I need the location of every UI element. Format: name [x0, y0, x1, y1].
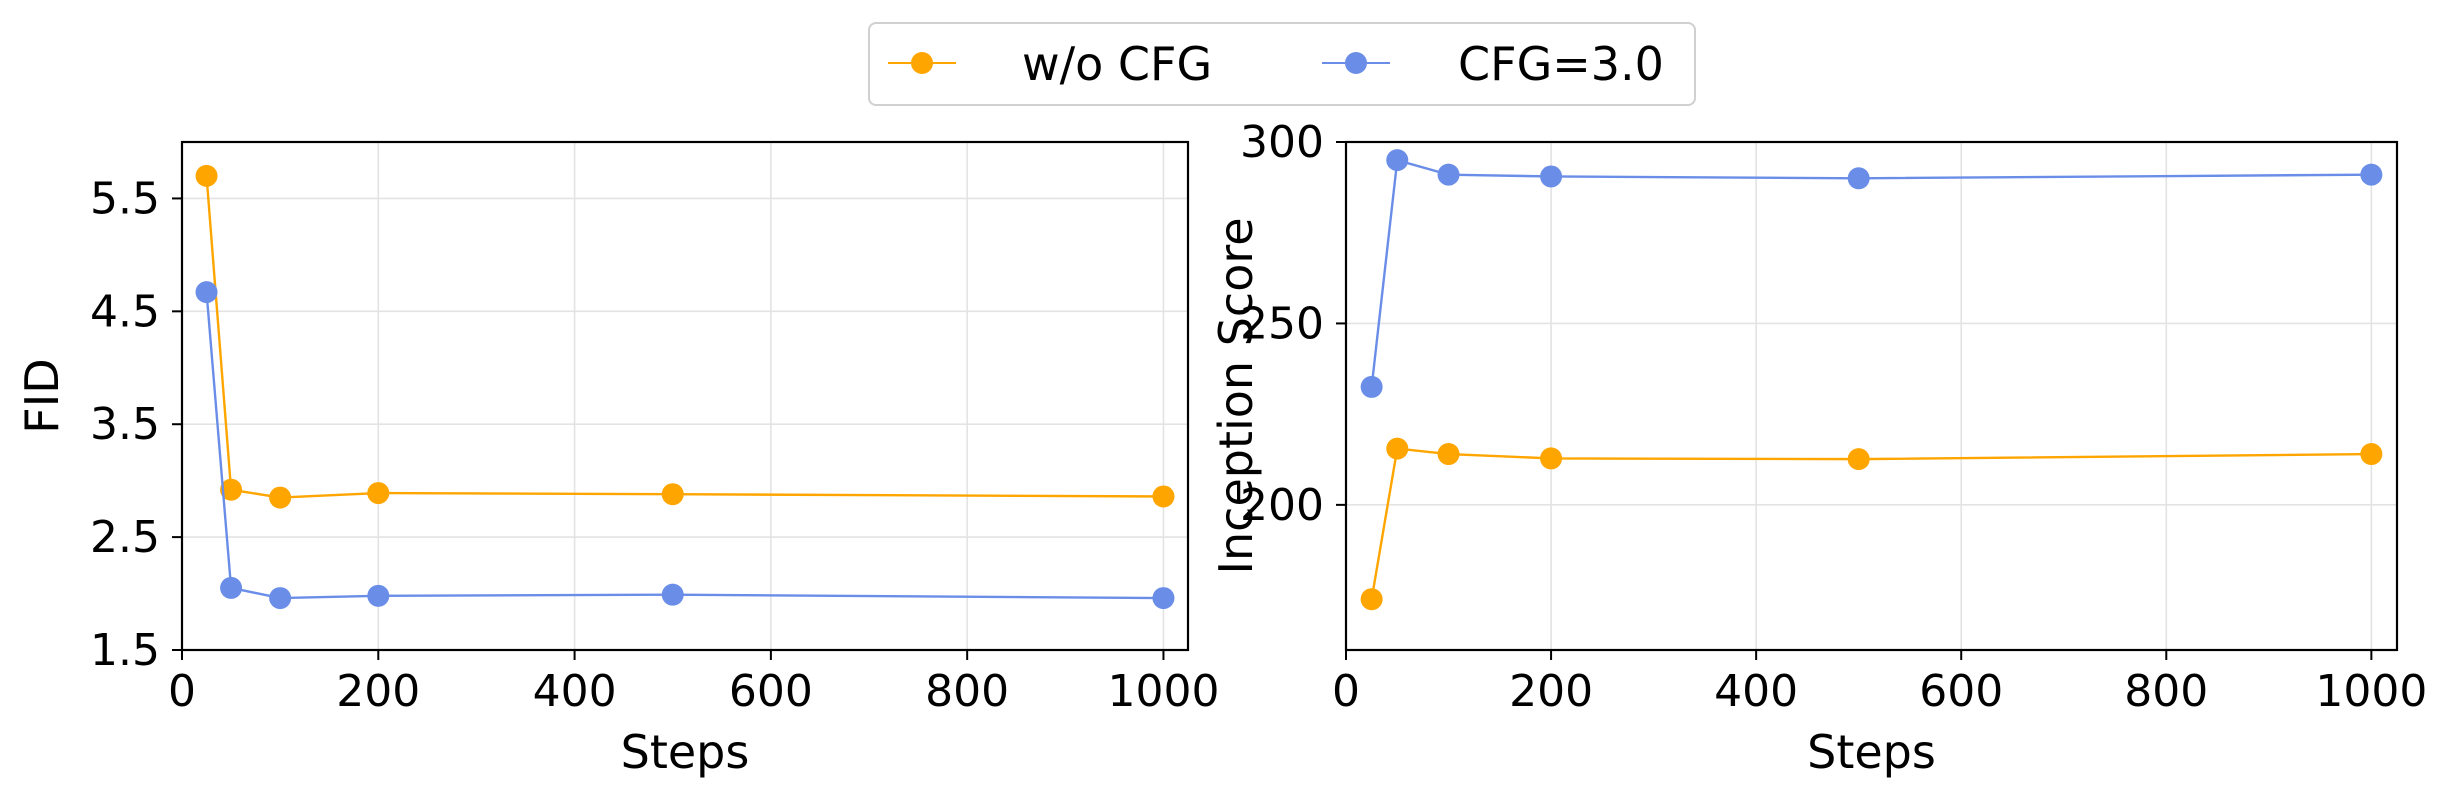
- data-point: [1540, 165, 1563, 188]
- data-point: [1360, 588, 1383, 611]
- x-axis-label: Steps: [1807, 725, 1936, 779]
- y-axis-label: Inception Score: [1209, 217, 1263, 574]
- x-tick-label: 0: [1332, 666, 1360, 717]
- plot-frame: [1344, 140, 2399, 652]
- data-point: [2360, 443, 2383, 466]
- data-point: [220, 478, 243, 501]
- x-tick-label: 600: [729, 666, 813, 717]
- data-point: [367, 584, 390, 607]
- data-point: [1437, 163, 1460, 186]
- data-point: [1386, 437, 1409, 460]
- x-tick-label: 400: [1714, 666, 1798, 717]
- legend-label-wo-cfg: w/o CFG: [1022, 37, 1213, 91]
- x-tick-label: 200: [336, 666, 420, 717]
- data-point: [1847, 167, 1870, 190]
- series-line: [1370, 158, 2372, 388]
- x-tick-label: 800: [2124, 666, 2208, 717]
- x-tick-label: 1000: [2315, 666, 2427, 717]
- data-point: [1360, 375, 1383, 398]
- chart-1: 0 200 400 600 800 1000 1.5 2.5 3.5 4.5 5.5 Steps FID: [15, 140, 1219, 779]
- y-tick-label: 200: [1240, 480, 1324, 531]
- data-point: [195, 281, 218, 304]
- data-point: [195, 164, 218, 187]
- y-tick-label: 250: [1240, 298, 1324, 349]
- data-point: [1386, 149, 1409, 172]
- data-point: [661, 583, 684, 606]
- series-line: [205, 292, 1164, 600]
- y-axis-label: FID: [15, 358, 69, 433]
- x-axis-label: Steps: [621, 725, 750, 779]
- plot-frame: [180, 140, 1190, 652]
- x-tick-label: 400: [533, 666, 617, 717]
- y-tick-label: 4.5: [90, 286, 160, 337]
- data-point: [1152, 485, 1175, 508]
- data-point: [269, 486, 292, 509]
- y-tick-label: 3.5: [90, 399, 160, 450]
- x-tick-label: 0: [168, 666, 196, 717]
- data-point: [220, 576, 243, 599]
- data-point: [1437, 443, 1460, 466]
- series-line: [205, 175, 1164, 499]
- x-tick-label: 1000: [1107, 666, 1219, 717]
- data-point: [367, 482, 390, 505]
- y-tick-label: 5.5: [90, 173, 160, 224]
- data-point: [661, 483, 684, 506]
- legend-marker-wo-cfg: [911, 52, 933, 74]
- x-tick-label: 200: [1509, 666, 1593, 717]
- y-tick-label: 2.5: [90, 512, 160, 563]
- legend-marker-cfg3: [1345, 52, 1367, 74]
- y-tick-label: 300: [1240, 117, 1324, 168]
- data-point: [1540, 447, 1563, 470]
- series-line: [1370, 447, 2372, 600]
- legend-label-cfg3: CFG=3.0: [1458, 37, 1664, 91]
- data-point: [1847, 448, 1870, 471]
- y-tick-label: 1.5: [90, 625, 160, 676]
- data-point: [269, 587, 292, 610]
- data-point: [1152, 587, 1175, 610]
- x-tick-label: 600: [1919, 666, 2003, 717]
- chart-2: 0 200 400 600 800 1000 200 250 300 Steps Inception…: [1209, 117, 2427, 779]
- data-point: [2360, 163, 2383, 186]
- x-tick-label: 800: [925, 666, 1009, 717]
- legend: w/o CFG CFG=3.0: [868, 22, 1696, 106]
